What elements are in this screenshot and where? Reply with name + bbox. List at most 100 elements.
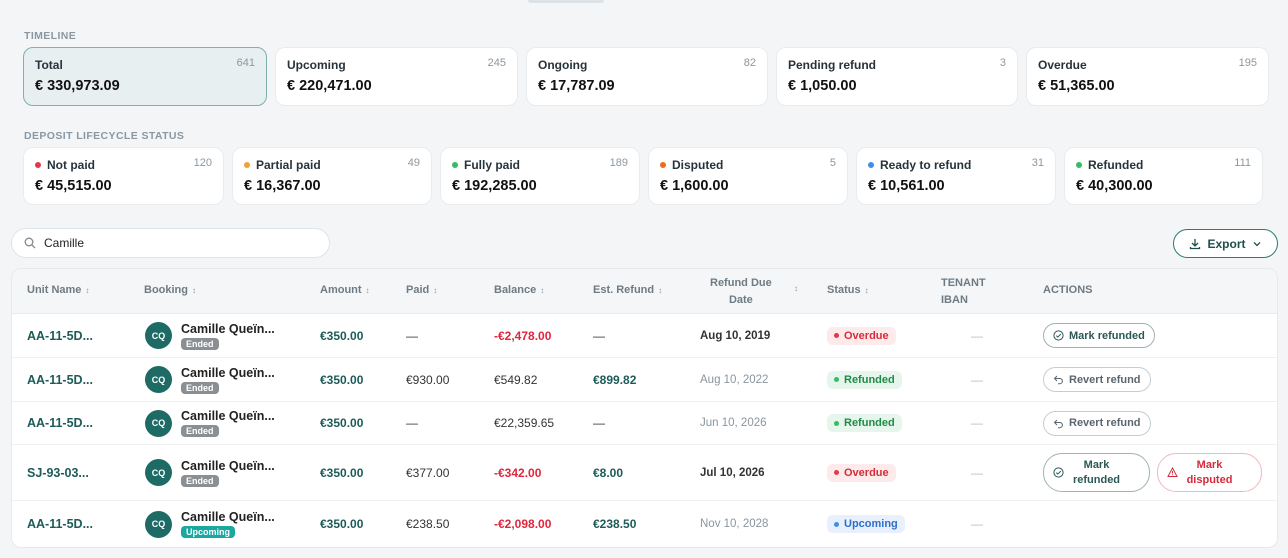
avatar: CQ [145, 510, 172, 538]
warning-icon [1167, 467, 1178, 477]
unit-name[interactable]: SJ-93-03... [27, 465, 89, 480]
table-header: Unit Name ↕ Booking ↕ Amount ↕ Paid ↕ Balanc… [12, 269, 1277, 314]
mark-disputed-button[interactable]: Mark disputed [1157, 453, 1262, 492]
booking-cell[interactable]: CQ Camille Queïn... Ended [145, 445, 275, 500]
lifecycle-cards: Not paid 120 € 45,515.00 Partial paid 49… [23, 147, 1263, 205]
lifecycle-card-ready-to-refund[interactable]: Ready to refund 31 € 10,561.00 [856, 147, 1056, 205]
booking-cell[interactable]: CQ Camille Queïn... Upcoming [145, 501, 275, 547]
check-circle-icon [1053, 467, 1064, 478]
status-cell: Upcoming [827, 501, 905, 547]
table-row[interactable]: AA-11-5D... CQ Camille Queïn... Ended €35… [12, 314, 1277, 358]
unit-name[interactable]: AA-11-5D... [27, 416, 93, 430]
header-amount[interactable]: Amount ↕ [320, 284, 370, 296]
card-count: 245 [487, 57, 506, 69]
lifecycle-card-refunded[interactable]: Refunded 111 € 40,300.00 [1064, 147, 1263, 205]
header-booking[interactable]: Booking ↕ [144, 284, 196, 296]
header-refund-due-sort-icon[interactable]: ↕ [794, 284, 798, 293]
amount-value: €350.00 [320, 465, 364, 480]
card-amount: € 192,285.00 [452, 178, 537, 194]
lifecycle-card-fully-paid[interactable]: Fully paid 189 € 192,285.00 [440, 147, 640, 205]
timeline-card-upcoming[interactable]: Upcoming 245 € 220,471.00 [275, 47, 518, 106]
card-label: Pending refund [788, 58, 876, 72]
card-amount: € 1,050.00 [788, 78, 857, 94]
card-amount: € 51,365.00 [1038, 78, 1115, 94]
iban-value: — [971, 465, 983, 480]
mark-refunded-button[interactable]: Mark refunded [1043, 323, 1155, 348]
paid-value: — [406, 416, 418, 430]
header-paid[interactable]: Paid ↕ [406, 284, 438, 296]
search-input[interactable] [44, 236, 294, 250]
table-row[interactable]: AA-11-5D... CQ Camille Queïn... Upcoming … [12, 501, 1277, 547]
booking-tag: Ended [181, 474, 219, 487]
refund-due-date: Jun 10, 2026 [700, 417, 767, 429]
header-refund-due-date[interactable]: Refund Due Date [710, 277, 772, 306]
revert-refund-button[interactable]: Revert refund [1043, 410, 1151, 436]
header-actions: ACTIONS [1043, 284, 1093, 296]
booking-name: Camille Queïn... [181, 409, 275, 423]
est-refund-value: — [593, 328, 605, 343]
status-badge: Refunded [827, 414, 902, 432]
card-amount: € 17,787.09 [538, 78, 615, 94]
iban-value: — [971, 328, 983, 343]
card-label: Upcoming [287, 58, 346, 72]
search-box[interactable] [11, 228, 330, 258]
header-unit-name[interactable]: Unit Name ↕ [27, 284, 90, 296]
status-dot [660, 162, 666, 168]
timeline-card-ongoing[interactable]: Ongoing 82 € 17,787.09 [526, 47, 768, 106]
header-balance[interactable]: Balance ↕ [494, 284, 545, 296]
timeline-card-overdue[interactable]: Overdue 195 € 51,365.00 [1026, 47, 1269, 106]
refund-due-date: Nov 10, 2028 [700, 518, 769, 530]
lifecycle-title: DEPOSIT LIFECYCLE STATUS [24, 130, 185, 142]
iban-value: — [971, 372, 983, 387]
header-status[interactable]: Status ↕ [827, 284, 869, 296]
timeline-card-pending-refund[interactable]: Pending refund 3 € 1,050.00 [776, 47, 1018, 106]
lifecycle-card-disputed[interactable]: Disputed 5 € 1,600.00 [648, 147, 848, 205]
avatar: CQ [145, 409, 172, 437]
booking-name: Camille Queïn... [181, 321, 275, 336]
status-dot [452, 162, 458, 168]
unit-name[interactable]: AA-11-5D... [27, 372, 93, 387]
iban-value: — [971, 517, 983, 531]
mark-refunded-button[interactable]: Mark refunded [1043, 453, 1150, 492]
est-refund-value: €238.50 [593, 517, 637, 531]
actions-cell: Revert refund [1043, 402, 1151, 444]
unit-name[interactable]: AA-11-5D... [27, 328, 93, 343]
booking-name: Camille Queïn... [181, 458, 275, 473]
status-dot [1076, 162, 1082, 168]
status-badge: Upcoming [827, 515, 905, 533]
lifecycle-card-partial-paid[interactable]: Partial paid 49 € 16,367.00 [232, 147, 432, 205]
card-amount: € 45,515.00 [35, 178, 112, 194]
amount-value: €350.00 [320, 416, 364, 430]
undo-icon [1053, 419, 1063, 428]
status-cell: Refunded [827, 402, 902, 444]
refund-due-date: Aug 10, 2019 [700, 329, 771, 342]
export-button[interactable]: Export [1173, 229, 1278, 258]
status-dot [35, 162, 41, 168]
unit-name[interactable]: AA-11-5D... [27, 517, 93, 531]
booking-cell[interactable]: CQ Camille Queïn... Ended [145, 314, 275, 357]
est-refund-value: €8.00 [593, 465, 624, 480]
header-est-refund[interactable]: Est. Refund ↕ [593, 284, 663, 296]
table-row[interactable]: AA-11-5D... CQ Camille Queïn... Ended €35… [12, 402, 1277, 445]
card-count: 3 [999, 57, 1006, 69]
status-cell: Overdue [827, 445, 896, 500]
avatar: CQ [145, 459, 172, 486]
card-label: Fully paid [464, 158, 521, 172]
balance-value: -€2,478.00 [494, 328, 552, 343]
paid-value: €377.00 [406, 465, 450, 480]
timeline-card-total[interactable]: Total 641 € 330,973.09 [23, 47, 267, 106]
revert-refund-button[interactable]: Revert refund [1043, 367, 1151, 392]
status-cell: Refunded [827, 358, 902, 401]
booking-name: Camille Queïn... [181, 365, 275, 380]
table-row[interactable]: SJ-93-03... CQ Camille Queïn... Ended €35… [12, 445, 1277, 501]
drag-handle [528, 0, 604, 3]
booking-cell[interactable]: CQ Camille Queïn... Ended [145, 402, 275, 444]
timeline-title: TIMELINE [24, 30, 77, 42]
table-row[interactable]: AA-11-5D... CQ Camille Queïn... Ended €35… [12, 358, 1277, 402]
actions-cell: Mark refunded [1043, 314, 1155, 357]
paid-value: €930.00 [406, 372, 450, 387]
booking-cell[interactable]: CQ Camille Queïn... Ended [145, 358, 275, 401]
undo-icon [1053, 375, 1063, 385]
lifecycle-card-not-paid[interactable]: Not paid 120 € 45,515.00 [23, 147, 224, 205]
card-count: 49 [407, 157, 420, 169]
